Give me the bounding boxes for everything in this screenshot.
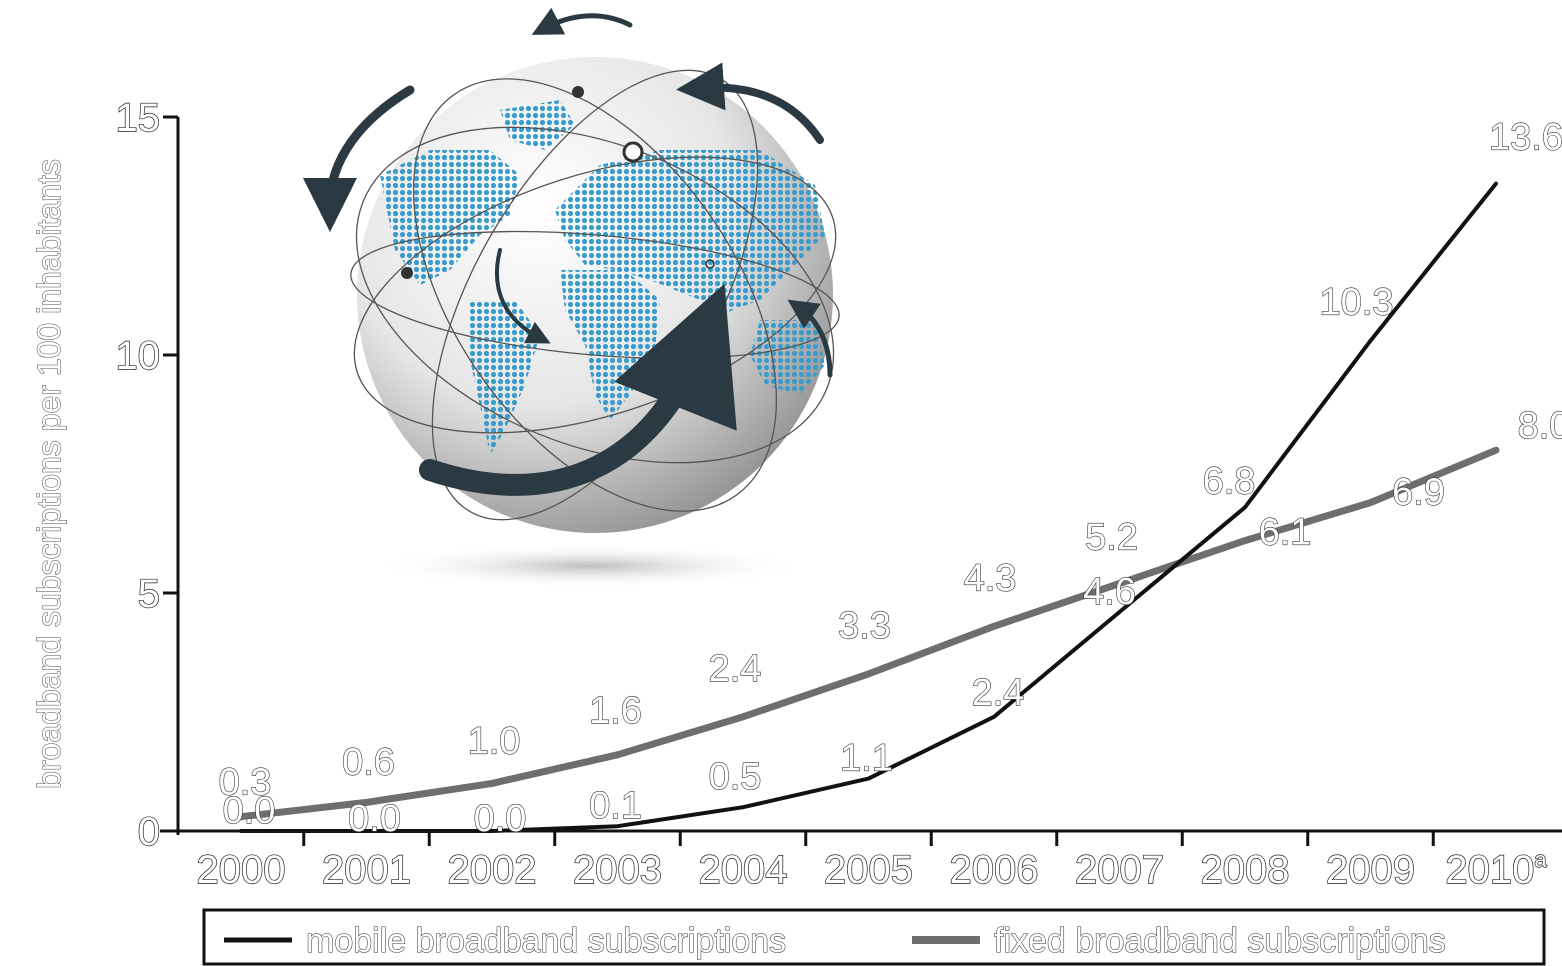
fixed-data-label: 2.4 xyxy=(709,648,762,690)
series-lines xyxy=(237,181,1500,833)
y-axis-label: broadband subscriptions per 100 inhabita… xyxy=(31,159,67,789)
mobile-data-label: 4.6 xyxy=(1083,571,1136,613)
x-tick-label: 2010a xyxy=(1445,847,1547,892)
fixed-data-label: 6.9 xyxy=(1392,472,1445,514)
y-axis: 0 5 10 15 xyxy=(115,95,180,855)
mobile-point xyxy=(239,829,243,833)
x-tick-label: 2001 xyxy=(322,848,411,892)
y-tick-label: 15 xyxy=(116,96,161,140)
legend-label-mobile: mobile broadband subscriptions xyxy=(306,922,786,960)
mobile-data-label: 2.4 xyxy=(972,672,1025,714)
fixed-data-label: 6.1 xyxy=(1259,512,1312,554)
fixed-data-label: 0.6 xyxy=(342,741,395,783)
y-tick-label: 0 xyxy=(138,810,160,854)
globe-icon xyxy=(303,7,840,588)
mobile-point xyxy=(365,829,368,833)
legend-label-fixed: fixed broadband subscriptions xyxy=(994,922,1446,960)
mobile-point xyxy=(1243,505,1247,509)
mobile-data-label: 6.8 xyxy=(1203,460,1256,502)
legend: mobile broadband subscriptions fixed bro… xyxy=(202,908,1546,966)
x-tick-label: 2002 xyxy=(448,848,537,892)
fixed-data-label: 5.2 xyxy=(1085,516,1138,558)
fixed-point xyxy=(616,753,619,757)
fixed-data-label: 3.3 xyxy=(838,605,891,647)
mobile-data-label: 10.3 xyxy=(1320,282,1394,324)
mobile-point xyxy=(616,824,619,828)
y-tick-label: 5 xyxy=(138,572,160,616)
x-tick-label: 2000 xyxy=(197,848,286,892)
mobile-data-label: 0.0 xyxy=(348,798,401,840)
x-tick-label: 2003 xyxy=(573,848,662,892)
mobile-point xyxy=(992,715,996,719)
mobile-data-label: 0.0 xyxy=(223,790,276,832)
mobile-data-label: 0.5 xyxy=(709,756,762,798)
mobile-data-label: 13.6 xyxy=(1489,117,1562,159)
x-axis: 2000 2001 2002 2003 2004 2005 2006 2007 2008 2009… xyxy=(160,829,1562,893)
mobile-point xyxy=(867,777,870,781)
mobile-data-label: 0.1 xyxy=(589,785,642,827)
fixed-data-label: 1.6 xyxy=(589,690,642,732)
fixed-point xyxy=(741,715,745,719)
fixed-point xyxy=(1243,539,1247,543)
x-tick-label: 2008 xyxy=(1201,848,1290,892)
fixed-point xyxy=(992,624,996,628)
mobile-point xyxy=(1494,182,1498,186)
x-tick-label: 2007 xyxy=(1075,848,1164,892)
fixed-data-label: 8.0 xyxy=(1518,405,1562,447)
mobile-data-label: 1.1 xyxy=(840,738,893,780)
x-tick-label: 2005 xyxy=(824,848,913,892)
mobile-point xyxy=(1369,339,1372,343)
x-tick-superscript: a xyxy=(1534,847,1547,872)
mobile-point xyxy=(741,805,745,809)
x-tick-label: 2009 xyxy=(1326,848,1415,892)
x-tick-label: 2004 xyxy=(699,848,788,892)
fixed-data-label: 1.0 xyxy=(468,720,521,762)
fixed-point xyxy=(1118,581,1121,585)
fixed-point xyxy=(239,815,243,819)
data-labels: 0.0 0.0 0.0 0.1 0.5 1.1 2.4 4.6 6.8 10.3 13.6 0.3 0.… xyxy=(218,116,1562,841)
fixed-point xyxy=(867,672,870,676)
x-tick-label: 2006 xyxy=(950,848,1039,892)
mobile-point xyxy=(1118,610,1121,614)
mobile-point xyxy=(490,829,494,833)
fixed-data-label: 4.3 xyxy=(964,557,1017,599)
fixed-point xyxy=(1494,448,1498,452)
fixed-point xyxy=(1369,501,1372,505)
fixed-point xyxy=(365,800,368,804)
y-tick-label: 10 xyxy=(116,334,161,378)
fixed-data-label: 0.3 xyxy=(219,762,272,804)
fixed-point xyxy=(490,781,494,785)
mobile-data-label: 0.0 xyxy=(474,798,527,840)
